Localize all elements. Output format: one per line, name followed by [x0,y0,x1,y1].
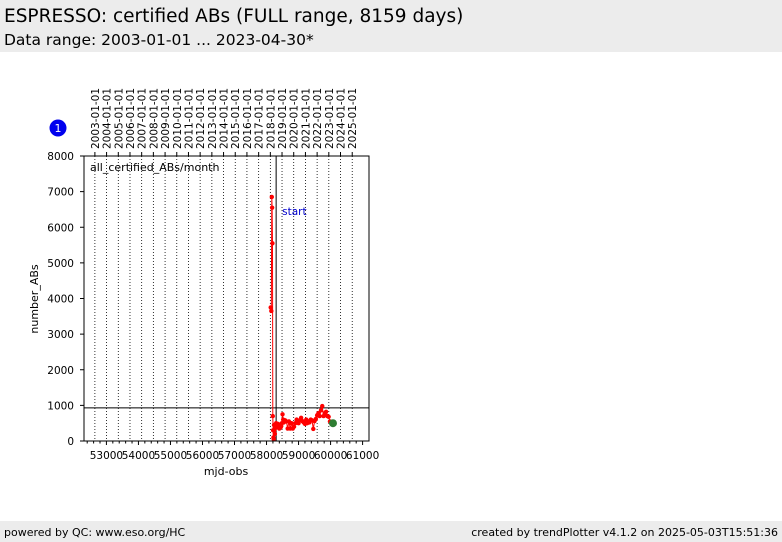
top-axis-tick-label: 2019-01-01 [277,88,289,149]
data-point [311,426,316,432]
axes: 2003-01-01 2004-01-01 2005-01-01 2006-01-01… [47,88,379,462]
x-axis-label: mjd-obs [204,465,249,478]
data-range-subtitle: Data range: 2003-01-01 ... 2023-04-30* [4,31,314,49]
plot-area [84,156,369,441]
data-point [280,412,285,417]
data-point [323,409,329,414]
start-label: start [282,206,306,218]
x-axis-tick-label: 53000 [90,450,123,462]
data-point [318,408,324,413]
x-axis-tick-label: 56000 [186,450,219,462]
data-point [320,403,325,409]
top-axis-tick-label: 2007-01-01 [137,88,149,149]
top-axis-tick-label: 2005-01-01 [113,88,125,149]
top-axis-tick-label: 2012-01-01 [195,88,207,149]
page-title: ESPRESSO: certified ABs (FULL range, 815… [4,6,464,27]
top-axis-tick-label: 2013-01-01 [207,88,219,149]
top-axis-tick-label: 2025-01-01 [347,88,359,149]
top-axis-tick-label: 2008-01-01 [148,88,160,149]
top-axis-tick-label: 2020-01-01 [289,88,301,149]
top-axis-tick-label: 2003-01-01 [90,88,102,149]
x-axis-tick-label: 59000 [282,450,315,462]
y-axis-tick-label: 0 [67,436,74,448]
data-point [313,416,319,422]
data-point [289,420,294,426]
top-axis-tick-label: 2006-01-01 [125,88,137,149]
year-gridlines [94,156,353,441]
y-axis-tick-label: 4000 [47,294,74,306]
x-axis-tick-label: 61000 [346,450,379,462]
y-axis-tick-label: 6000 [47,222,74,234]
data-point [269,194,275,200]
y-axis-tick-label: 5000 [47,258,74,270]
top-axis-tick-label: 2024-01-01 [336,88,348,149]
top-axis-tick-label: 2014-01-01 [219,88,231,149]
top-axis-tick-label: 2009-01-01 [160,88,172,149]
legend-series-label: all_certified_ABs/month [90,161,219,174]
footer-powered-by: powered by QC: www.eso.org/HC [4,526,186,539]
top-axis-tick-label: 2021-01-01 [300,88,312,149]
plot-number-label: 1 [55,122,62,135]
data-point [270,241,275,246]
data-point [291,424,297,429]
top-axis-tick-label: 2010-01-01 [172,88,184,149]
x-axis-tick-label: 55000 [154,450,187,462]
top-axis-tick-label: 2015-01-01 [230,88,242,149]
latest-point-marker [328,419,337,428]
x-axis-tick-label: 58000 [250,450,283,462]
top-axis-tick-label: 2023-01-01 [324,88,336,149]
top-axis-tick-label: 2004-01-01 [102,88,114,149]
data-point [317,413,322,419]
report-footer: powered by QC: www.eso.org/HC created by… [0,521,782,542]
x-axis-tick-label: 54000 [122,450,155,462]
top-axis-tick-label: 2018-01-01 [265,88,277,149]
data-point [271,437,276,442]
series-layer [268,194,337,442]
data-point [326,414,331,419]
y-axis-tick-label: 1000 [47,400,74,412]
top-axis-tick-label: 2016-01-01 [242,88,254,149]
report-header: ESPRESSO: certified ABs (FULL range, 815… [0,0,782,52]
y-axis-tick-label: 3000 [47,329,74,341]
data-point [268,305,273,310]
data-point [269,308,274,314]
data-point [270,413,275,419]
y-axis-label: number_ABs [28,264,41,334]
data-point [269,205,275,210]
footer-created-by: created by trendPlotter v4.1.2 on 2025-0… [471,526,778,539]
y-axis-tick-label: 2000 [47,365,74,377]
plot-number-badge[interactable] [49,119,67,137]
top-axis-tick-label: 2011-01-01 [183,88,195,149]
top-axis-tick-label: 2022-01-01 [312,88,324,149]
y-axis-tick-label: 7000 [47,187,74,199]
x-axis-tick-label: 57000 [218,450,251,462]
y-axis-tick-label: 8000 [47,151,74,163]
x-axis-tick-label: 60000 [314,450,347,462]
data-point [272,431,278,437]
top-axis-tick-label: 2017-01-01 [254,88,266,149]
